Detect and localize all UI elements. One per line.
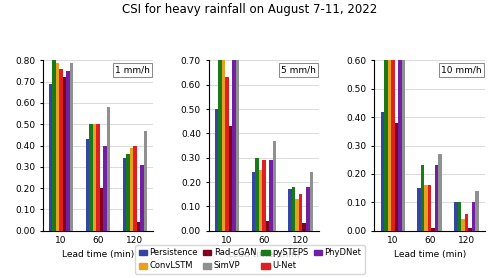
Bar xyxy=(49,84,52,231)
Bar xyxy=(136,222,140,231)
Bar xyxy=(394,123,398,231)
Text: CSI for heavy rainfall on August 7-11, 2022: CSI for heavy rainfall on August 7-11, 2… xyxy=(122,3,378,16)
Bar xyxy=(63,78,66,231)
Bar xyxy=(232,43,236,231)
Bar xyxy=(472,202,476,231)
Bar xyxy=(269,160,272,231)
Bar xyxy=(93,124,96,231)
Bar xyxy=(398,60,402,231)
X-axis label: Lead time (min): Lead time (min) xyxy=(228,250,300,259)
Bar xyxy=(262,160,266,231)
Bar xyxy=(130,148,133,231)
Bar xyxy=(435,165,438,231)
Bar xyxy=(90,124,93,231)
Bar xyxy=(418,188,421,231)
Bar xyxy=(272,141,276,231)
Bar xyxy=(310,172,313,231)
Bar xyxy=(306,187,310,231)
Bar xyxy=(218,41,222,231)
Bar xyxy=(402,58,405,231)
Bar xyxy=(229,126,232,231)
Bar xyxy=(288,189,292,231)
Bar xyxy=(266,221,269,231)
Bar xyxy=(296,199,299,231)
Bar xyxy=(432,228,435,231)
Bar xyxy=(222,41,226,231)
Bar xyxy=(424,185,428,231)
Bar xyxy=(70,63,73,231)
Bar xyxy=(255,158,258,231)
Bar xyxy=(458,202,462,231)
Text: 10 mm/h: 10 mm/h xyxy=(441,66,482,75)
Bar xyxy=(465,214,468,231)
Bar xyxy=(140,165,143,231)
Bar xyxy=(384,58,388,231)
Bar xyxy=(388,60,391,231)
Bar xyxy=(107,107,110,231)
Bar xyxy=(60,69,63,231)
Bar xyxy=(96,124,100,231)
Bar xyxy=(133,146,136,231)
Bar xyxy=(302,224,306,231)
Bar xyxy=(104,146,107,231)
Bar xyxy=(56,63,59,231)
Bar xyxy=(126,154,130,231)
Bar xyxy=(252,172,255,231)
Bar xyxy=(52,60,56,231)
Bar xyxy=(86,139,90,231)
X-axis label: Lead time (min): Lead time (min) xyxy=(62,250,134,259)
Legend: Persistence, ConvLSTM, Rad-cGAN, SimVP, pySTEPS, U-Net, PhyDNet: Persistence, ConvLSTM, Rad-cGAN, SimVP, … xyxy=(136,245,364,274)
Text: 5 mm/h: 5 mm/h xyxy=(281,66,316,75)
Bar xyxy=(299,194,302,231)
Bar xyxy=(214,109,218,231)
Bar xyxy=(421,165,424,231)
Bar xyxy=(258,170,262,231)
Text: 1 mm/h: 1 mm/h xyxy=(115,66,150,75)
X-axis label: Lead time (min): Lead time (min) xyxy=(394,250,466,259)
Bar xyxy=(468,228,472,231)
Bar xyxy=(226,78,229,231)
Bar xyxy=(476,191,479,231)
Bar xyxy=(438,154,442,231)
Bar xyxy=(454,202,458,231)
Bar xyxy=(462,219,465,231)
Bar xyxy=(100,188,103,231)
Bar xyxy=(380,111,384,231)
Bar xyxy=(428,185,432,231)
Bar xyxy=(66,71,70,231)
Bar xyxy=(144,131,147,231)
Bar xyxy=(236,43,240,231)
Bar xyxy=(391,60,394,231)
Bar xyxy=(122,158,126,231)
Bar xyxy=(292,187,296,231)
